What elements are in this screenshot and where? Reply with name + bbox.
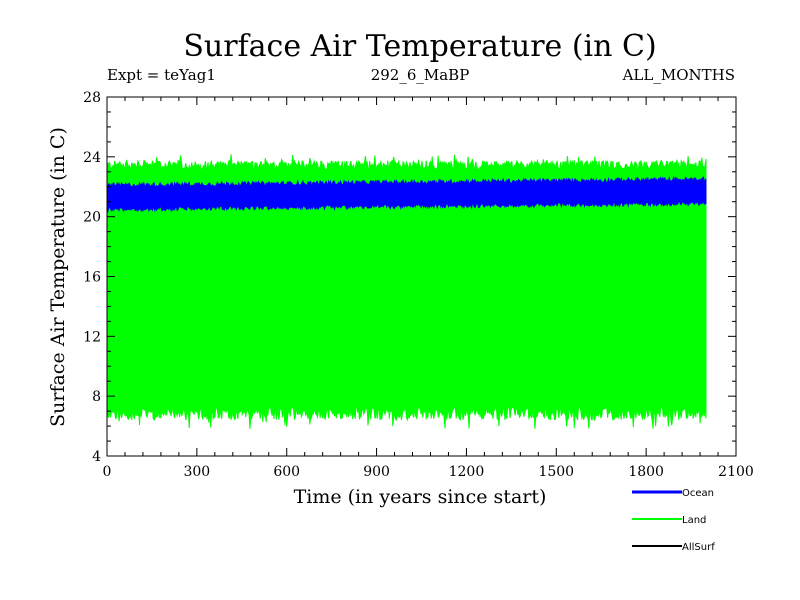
axes: 0 300 600 900 1200 1500 1800 2100 4 8 12 16 20 24 28 (83, 90, 754, 480)
x-tick-label: 1200 (449, 464, 485, 480)
period-annotation: 292_6_MaBP (371, 66, 470, 84)
x-tick-label: 0 (103, 464, 112, 480)
months-annotation: ALL_MONTHS (622, 66, 735, 84)
series-land-band (106, 154, 707, 429)
legend-label-allsurf: AllSurf (682, 542, 715, 553)
x-tick-label: 2100 (718, 464, 754, 480)
legend: Ocean Land AllSurf (632, 488, 715, 553)
x-tick-label: 900 (363, 464, 390, 480)
y-tick-label: 12 (83, 329, 101, 345)
expt-annotation: Expt = teYag1 (107, 66, 216, 84)
y-tick-label: 28 (83, 90, 101, 106)
x-tick-label: 1800 (628, 464, 664, 480)
x-tick-label: 1500 (538, 464, 574, 480)
legend-label-ocean: Ocean (682, 488, 714, 499)
plot-data (106, 154, 707, 429)
y-tick-label: 8 (92, 389, 101, 405)
y-tick-label: 20 (83, 210, 101, 226)
y-tick-label: 16 (83, 270, 101, 286)
series-ocean-band (106, 175, 707, 213)
y-tick-label: 24 (83, 150, 101, 166)
chart-title: Surface Air Temperature (in C) (183, 29, 656, 64)
x-tick-label: 300 (183, 464, 210, 480)
y-axis-label: Surface Air Temperature (in C) (47, 127, 69, 427)
x-axis-label: Time (in years since start) (294, 486, 547, 508)
y-tick-label: 4 (92, 449, 101, 465)
legend-label-land: Land (682, 515, 706, 526)
x-tick-label: 600 (273, 464, 300, 480)
